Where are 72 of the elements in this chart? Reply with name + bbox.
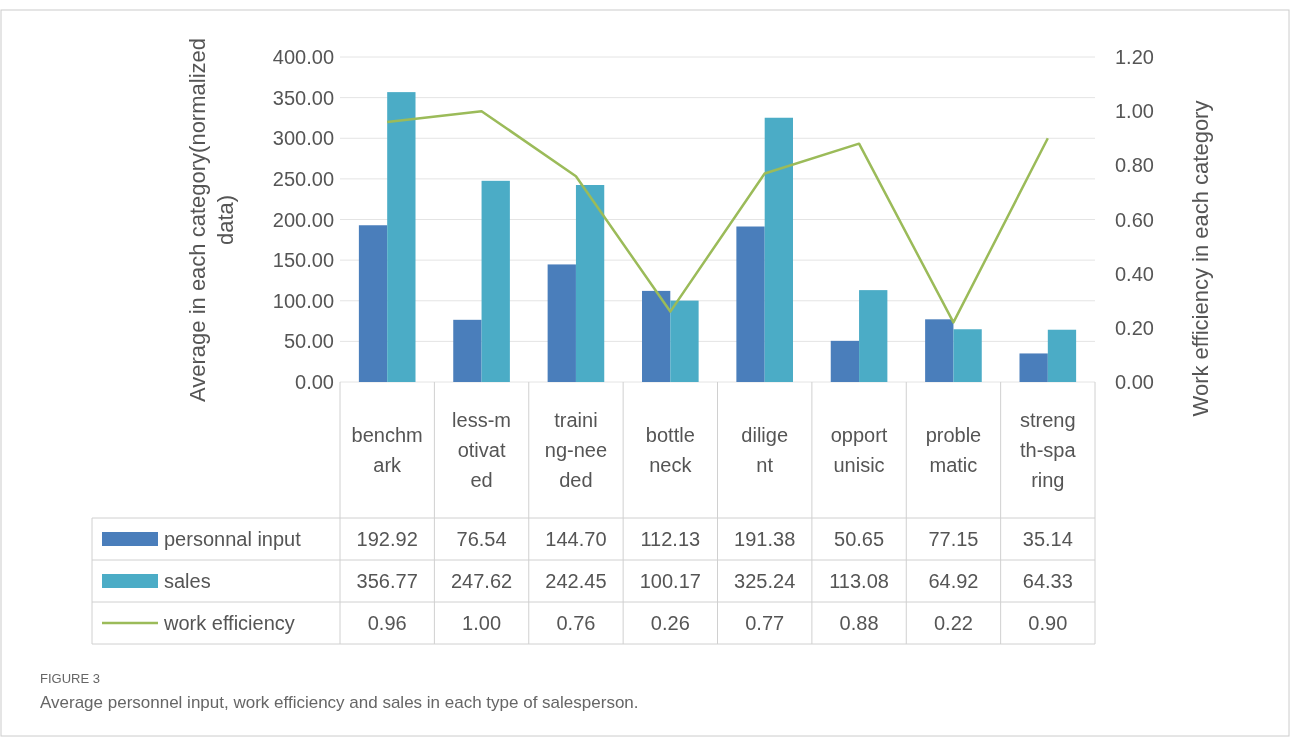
legend-label: work efficiency bbox=[163, 612, 295, 634]
data-label: 77.15 bbox=[928, 528, 979, 550]
data-label: 0.26 bbox=[650, 612, 690, 634]
x-tick-label: opportunisic bbox=[830, 424, 888, 476]
legend-label: personnal input bbox=[164, 528, 302, 550]
text: Average personnel input, work efficiency and sales in each type of salesperson. bbox=[40, 693, 639, 712]
y-tick-label: 150.00 bbox=[272, 249, 334, 272]
y-tick-label: 400.00 bbox=[272, 46, 334, 68]
bar bbox=[670, 300, 699, 382]
bar bbox=[547, 264, 576, 382]
line-series bbox=[385, 109, 1050, 324]
data-label: 0.90 bbox=[1028, 612, 1068, 634]
bar bbox=[953, 329, 982, 382]
data-label: 191.38 bbox=[734, 528, 796, 550]
bar bbox=[830, 340, 860, 382]
bar bbox=[642, 290, 671, 382]
y-tick-label: 200.00 bbox=[272, 208, 334, 231]
y-tick-label: 100.00 bbox=[272, 289, 334, 312]
bar bbox=[575, 185, 605, 382]
data-label: 247.62 bbox=[450, 570, 513, 592]
y2-tick-label: 0.40 bbox=[1115, 262, 1154, 285]
x-tick-label: problematic bbox=[925, 424, 982, 476]
bar bbox=[764, 117, 793, 382]
data-label: 0.88 bbox=[839, 612, 879, 634]
bar bbox=[481, 180, 510, 382]
y2-tick-label: 1.20 bbox=[1115, 46, 1154, 68]
bar bbox=[736, 226, 765, 382]
bar bbox=[387, 92, 416, 382]
data-label: 1.00 bbox=[462, 612, 502, 634]
bar bbox=[1047, 329, 1077, 382]
y-tick-label: 0.00 bbox=[295, 371, 334, 393]
y-tick-label: 50.00 bbox=[283, 330, 334, 353]
data-label: 242.45 bbox=[545, 570, 607, 592]
data-label: 64.33 bbox=[1022, 570, 1073, 592]
data-label: 192.92 bbox=[356, 528, 418, 550]
x-tick-label: benchmark bbox=[351, 424, 423, 476]
data-label: 0.76 bbox=[556, 612, 596, 634]
x-tick-label: diligent bbox=[741, 424, 789, 476]
bar bbox=[358, 225, 388, 382]
bar bbox=[1019, 353, 1048, 382]
y-tick-label: 350.00 bbox=[272, 86, 334, 109]
y2-tick-label: 0.60 bbox=[1115, 208, 1154, 231]
data-label: 100.17 bbox=[639, 570, 701, 592]
data-label: 64.92 bbox=[928, 570, 979, 592]
y2-tick-label: 1.00 bbox=[1115, 100, 1154, 123]
bar bbox=[453, 319, 482, 382]
y-tick-label: 300.00 bbox=[272, 127, 334, 150]
y-tick-label: 250.00 bbox=[272, 167, 334, 190]
caption: FIGURE 3 bbox=[40, 671, 100, 686]
x-tick-label: bottleneck bbox=[645, 424, 695, 476]
x-tick-label: strength-sparing bbox=[1020, 409, 1077, 491]
data-label: 356.77 bbox=[356, 570, 418, 592]
x-tick-label: less-motivated bbox=[452, 409, 512, 491]
y2-tick-label: 0.20 bbox=[1115, 316, 1154, 339]
data-label: 35.14 bbox=[1022, 528, 1073, 550]
data-label: 325.24 bbox=[734, 570, 796, 592]
y2-tick-label: 0.00 bbox=[1115, 371, 1154, 393]
data-label: 76.54 bbox=[456, 528, 507, 550]
data-label: 0.77 bbox=[745, 612, 785, 634]
data-label: 113.08 bbox=[829, 570, 889, 592]
legend-label: sales bbox=[164, 570, 211, 592]
y2-axis-title: Work efficiency in each category bbox=[1188, 100, 1213, 417]
y2-tick-label: 0.80 bbox=[1115, 154, 1154, 177]
data-label: 0.96 bbox=[367, 612, 407, 634]
bar bbox=[925, 319, 954, 382]
data-label: 50.65 bbox=[834, 528, 885, 550]
bar bbox=[859, 290, 888, 382]
y-axis-title: Average in each category(normalized data) bbox=[185, 37, 238, 403]
x-tick-label: training-needed bbox=[544, 409, 608, 491]
data-label: 0.22 bbox=[933, 612, 973, 634]
data-label: 112.13 bbox=[640, 528, 701, 550]
data-label: 144.70 bbox=[545, 528, 607, 550]
